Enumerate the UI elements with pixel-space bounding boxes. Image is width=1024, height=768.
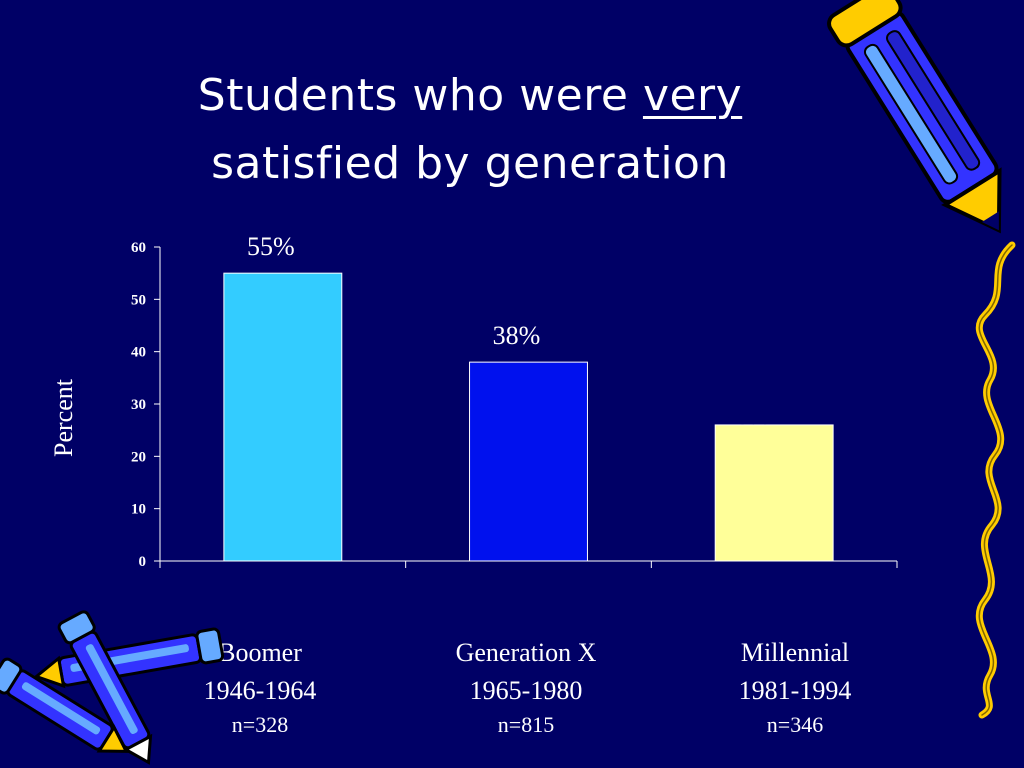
- y-axis-label: Percent: [49, 378, 78, 457]
- bar-boomer: [223, 272, 343, 562]
- y-tick-label: 50: [131, 292, 146, 308]
- y-tick-label: 10: [131, 502, 146, 518]
- title-emphasis: very: [642, 70, 743, 121]
- y-tick-label: 60: [131, 240, 146, 256]
- category-name: Boomer: [218, 638, 302, 667]
- category-name: Millennial: [740, 638, 850, 667]
- category-label-millennial: Millennial 1981-1994 n=346: [695, 634, 895, 740]
- bar-generation-x: [469, 361, 588, 562]
- data-label: 55%: [247, 232, 295, 261]
- y-tick-label: 20: [131, 449, 146, 465]
- category-years: 1965-1980: [469, 676, 583, 705]
- category-name: Generation X: [455, 638, 597, 667]
- y-tick-label: 30: [131, 397, 146, 413]
- category-label-boomer: Boomer 1946-1964 n=328: [160, 634, 360, 740]
- category-n: n=346: [766, 712, 824, 737]
- category-years: 1946-1964: [203, 676, 317, 705]
- title-prefix: Students who were: [197, 70, 643, 121]
- slide-title: Students who were very satisfied by gene…: [100, 62, 840, 198]
- data-label: 38%: [493, 321, 541, 350]
- category-years: 1981-1994: [738, 676, 852, 705]
- y-tick-label: 40: [131, 345, 146, 361]
- bar-millennial: [714, 424, 834, 562]
- y-tick-label: 0: [139, 554, 147, 570]
- category-label-genx: Generation X 1965-1980 n=815: [426, 634, 626, 740]
- title-line2: satisfied by generation: [211, 138, 729, 189]
- data-label: 26%: [722, 401, 770, 430]
- category-n: n=815: [497, 712, 555, 737]
- category-n: n=328: [231, 712, 289, 737]
